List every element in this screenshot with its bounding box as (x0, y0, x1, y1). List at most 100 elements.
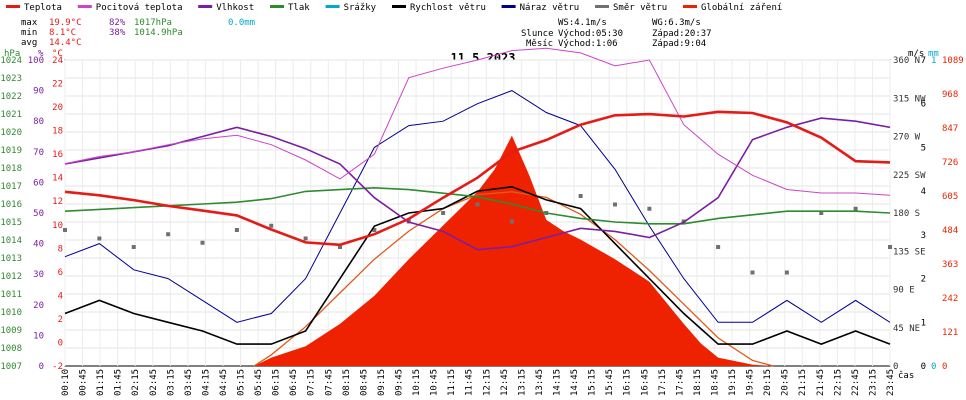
stat-min-label: min (21, 28, 37, 38)
x-tick-label: 05:45 (254, 369, 264, 396)
pressure-tick: 1020 (0, 128, 22, 138)
wind-speed-info: WS:4.1m/s (558, 18, 607, 28)
pressure-tick: 1011 (0, 290, 22, 300)
series-wind-speed (64, 185, 891, 345)
wind-dir-point (784, 270, 789, 275)
wind-dir-tick: 135 SE (893, 247, 926, 257)
pressure-tick: 1022 (0, 92, 22, 102)
pressure-tick: 1012 (0, 272, 22, 282)
moon-label: Měsíc (526, 39, 553, 49)
radiation-tick: 605 (942, 192, 958, 202)
wind-speed-unit: m/s (908, 49, 924, 59)
temperature-tick: 6 (58, 268, 63, 278)
pressure-tick: 1007 (0, 362, 22, 372)
temperature-tick: 4 (58, 291, 63, 301)
stat-min-hum: 38% (109, 28, 126, 38)
wind-speed-tick: 5 (921, 143, 926, 153)
x-tick-label: 14:15 (552, 369, 562, 396)
humidity-unit: % (38, 49, 44, 59)
legend-swatch (270, 5, 284, 8)
temperature-tick: 20 (52, 103, 63, 113)
x-tick-label: 21:15 (798, 369, 808, 396)
wind-speed-tick: 0 (921, 362, 926, 372)
pressure-tick: 1017 (0, 182, 22, 192)
x-tick-label: 02:45 (149, 369, 159, 396)
stat-max-label: max (21, 18, 38, 28)
stat-min-press: 1014.9hPa (134, 28, 183, 38)
pressure-tick: 1009 (0, 326, 22, 336)
stat-avg-label: avg (21, 38, 37, 48)
radiation-tick: 726 (942, 158, 958, 168)
legend-swatch (683, 5, 697, 8)
temperature-tick: 2 (58, 315, 63, 325)
wind-dir-tick: 225 SW (893, 171, 926, 181)
wind-dir-point (131, 245, 136, 249)
radiation-tick: 0 (942, 362, 947, 372)
pressure-tick: 1016 (0, 200, 22, 210)
x-tick-label: 19:45 (746, 369, 756, 396)
x-tick-label: 20:15 (763, 369, 773, 396)
x-tick-label: 11:15 (447, 369, 457, 396)
x-tick-label: 15:45 (605, 369, 615, 396)
x-tick-label: 10:45 (430, 369, 440, 396)
pressure-tick: 1010 (0, 308, 22, 318)
legend-label: Globální záření (701, 3, 782, 13)
wind-dir-point (509, 219, 514, 224)
pressure-tick: 1024 (0, 56, 22, 66)
wind-speed-tick: 4 (921, 187, 926, 197)
wind-dir-tick: 45 NE (893, 324, 920, 334)
wind-dir-point (303, 236, 308, 241)
wind-dir-point (647, 206, 652, 211)
x-tick-label: 23:15 (868, 369, 878, 396)
wind-dir-point (853, 206, 858, 211)
wind-dir-point (269, 223, 274, 228)
wind-dir-tick: 180 S (893, 209, 920, 219)
humidity-tick: 60 (33, 178, 44, 188)
temperature-tick: 10 (52, 221, 63, 231)
legend-label: Srážky (344, 3, 377, 13)
wind-dir-point (888, 245, 892, 249)
x-tick-label: 03:45 (184, 369, 194, 396)
humidity-tick: 0 (39, 362, 44, 372)
humidity-tick: 30 (33, 270, 44, 280)
pressure-tick: 1013 (0, 254, 22, 264)
pressure-tick: 1018 (0, 164, 22, 174)
x-tick-label: 14:45 (570, 369, 580, 396)
x-tick-label: 06:45 (289, 369, 299, 396)
temperature-tick: 8 (58, 244, 63, 254)
legend-swatch (595, 5, 609, 8)
stat-max-hum: 82% (109, 18, 126, 28)
wind-dir-tick: 315 NW (893, 94, 926, 104)
temperature-tick: 22 (52, 80, 63, 90)
x-tick-label: 01:45 (114, 369, 124, 396)
x-tick-label: 22:45 (851, 369, 861, 396)
legend-label: Rychlost větru (410, 3, 486, 13)
humidity-tick: 20 (33, 301, 44, 311)
rain-tick: 1 (931, 56, 936, 66)
wind-dir-point (338, 245, 342, 249)
x-tick-label: 12:15 (482, 369, 492, 396)
wind-dir-point (200, 240, 205, 245)
pressure-tick: 1023 (0, 74, 22, 84)
x-tick-label: 00:10 (61, 369, 71, 396)
sun-moon-info: WS:4.1m/s WG:6.3m/s Slunce Východ:05:30 … (521, 18, 712, 49)
humidity-tick: 50 (33, 209, 44, 219)
wind-dir-point (475, 202, 480, 207)
temperature-tick: 16 (52, 150, 63, 160)
temperature-tick: 12 (52, 197, 63, 207)
humidity-tick: 80 (33, 117, 44, 127)
moon-set: Západ:9:04 (652, 39, 706, 49)
rain-tick: 0 (931, 362, 936, 372)
wind-dir-tick: 0 (893, 362, 898, 372)
radiation-tick: 968 (942, 90, 958, 100)
x-tick-label: 19:15 (728, 369, 738, 396)
radiation-tick: 847 (942, 124, 958, 134)
humidity-tick: 70 (33, 148, 44, 158)
x-tick-label: 22:15 (833, 369, 843, 396)
stat-max-temp: 19.9°C (49, 18, 82, 28)
x-tick-label: 09:15 (377, 369, 387, 396)
series-radiation-clear (253, 191, 774, 367)
legend-swatch (77, 5, 92, 8)
wind-dir-point (750, 270, 755, 275)
moon-rise: Východ:1:06 (558, 39, 618, 49)
